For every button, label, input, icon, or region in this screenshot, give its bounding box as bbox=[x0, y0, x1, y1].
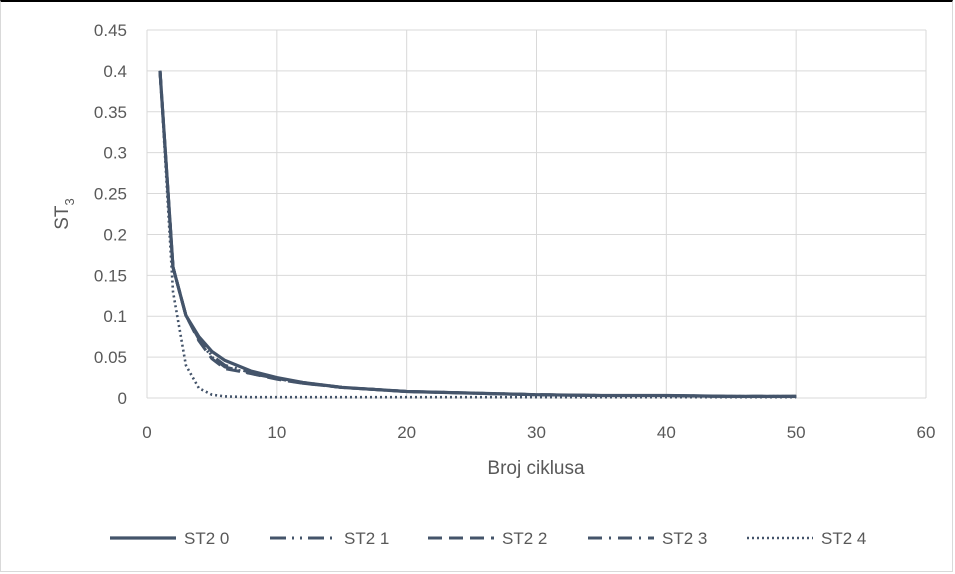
legend-label-1: ST2 0 bbox=[184, 529, 229, 548]
x-tick-label: 0 bbox=[142, 423, 151, 442]
y-tick-label: 0.15 bbox=[94, 266, 127, 285]
legend-label-2: ST2 1 bbox=[344, 529, 389, 548]
y-tick-label: 0.45 bbox=[94, 21, 127, 40]
series-lines bbox=[158, 70, 797, 399]
y-tick-label: 0.4 bbox=[103, 62, 127, 81]
x-axis-ticks: 0 10 20 30 40 50 60 bbox=[142, 423, 935, 442]
series-line-4 bbox=[158, 70, 797, 398]
legend: ST2 0 ST2 1 ST2 2 ST2 3 ST2 4 bbox=[110, 529, 866, 548]
y-tick-label: 0.35 bbox=[94, 103, 127, 122]
y-axis-title-subscript: 3 bbox=[62, 198, 77, 205]
y-axis-ticks: 0 0.05 0.1 0.15 0.2 0.25 0.3 0.35 0.4 0.45 bbox=[94, 21, 127, 408]
y-tick-label: 0 bbox=[118, 389, 127, 408]
x-axis-title: Broj ciklusa bbox=[487, 458, 585, 479]
legend-label-4: ST2 3 bbox=[662, 529, 707, 548]
gridlines bbox=[146, 29, 927, 399]
x-tick-label: 10 bbox=[267, 423, 286, 442]
series-line-5 bbox=[158, 70, 797, 399]
series-line-2 bbox=[158, 70, 797, 398]
y-tick-label: 0.05 bbox=[94, 348, 127, 367]
series-line-3 bbox=[158, 70, 797, 398]
y-tick-label: 0.3 bbox=[103, 144, 127, 163]
x-tick-label: 20 bbox=[397, 423, 416, 442]
y-axis-title-main: ST bbox=[52, 205, 73, 230]
legend-label-5: ST2 4 bbox=[821, 529, 866, 548]
y-tick-label: 0.1 bbox=[103, 307, 127, 326]
y-axis-title: ST3 bbox=[52, 198, 77, 230]
y-tick-label: 0.2 bbox=[103, 225, 127, 244]
legend-label-3: ST2 2 bbox=[502, 529, 547, 548]
x-tick-label: 40 bbox=[657, 423, 676, 442]
x-tick-label: 50 bbox=[787, 423, 806, 442]
x-tick-label: 30 bbox=[527, 423, 546, 442]
series-line-1 bbox=[158, 70, 797, 398]
y-tick-label: 0.25 bbox=[94, 185, 127, 204]
x-tick-label: 60 bbox=[917, 423, 936, 442]
